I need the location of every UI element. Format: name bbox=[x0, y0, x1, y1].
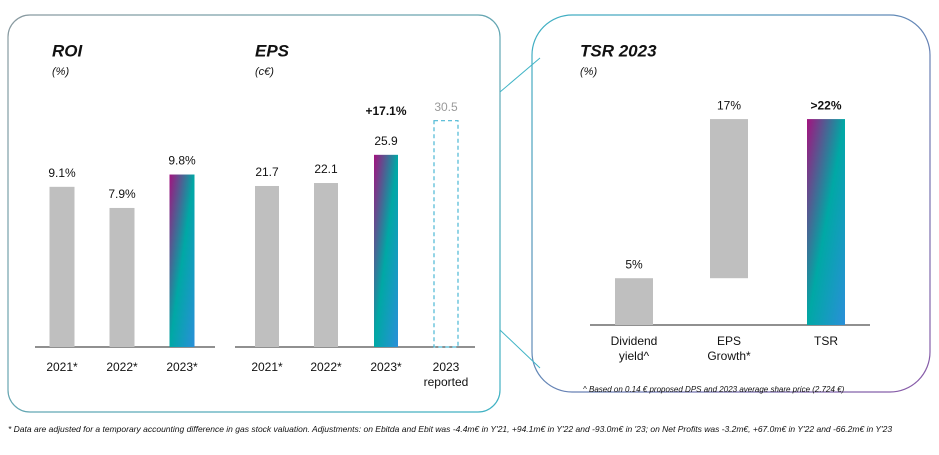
value-label: 9.8% bbox=[168, 154, 196, 168]
value-label: 7.9% bbox=[108, 187, 136, 201]
connector bbox=[499, 57, 541, 93]
panel-note: ^ Based on 0.14 € proposed DPS and 2023 … bbox=[583, 385, 845, 394]
bar bbox=[49, 186, 75, 347]
right-panel bbox=[531, 14, 931, 393]
chart-title: ROI bbox=[52, 41, 84, 60]
x-tick-label: 2022* bbox=[310, 360, 342, 374]
x-tick-label: Dividend yield^ bbox=[611, 334, 658, 363]
value-label: 25.9 bbox=[374, 134, 398, 148]
x-tick-label: 2023* bbox=[370, 360, 402, 374]
left-panel bbox=[7, 14, 501, 413]
bar bbox=[109, 207, 135, 347]
chart-title: EPS bbox=[255, 41, 290, 60]
bar bbox=[169, 174, 195, 347]
footnote: * Data are adjusted for a temporary acco… bbox=[8, 424, 893, 434]
x-tick-label: 2022* bbox=[106, 360, 138, 374]
x-tick-label: 2021* bbox=[251, 360, 283, 374]
bar bbox=[314, 183, 338, 347]
value-label: 9.1% bbox=[48, 166, 76, 180]
value-label: 5% bbox=[625, 257, 643, 271]
bar bbox=[374, 154, 398, 347]
x-tick-label: 2023 reported bbox=[424, 360, 469, 389]
annotation: +17.1% bbox=[365, 104, 406, 118]
value-label: 22.1 bbox=[314, 162, 338, 176]
chart-subtitle: (%) bbox=[580, 66, 597, 78]
value-label: 17% bbox=[717, 98, 741, 112]
chart-title: TSR 2023 bbox=[580, 41, 657, 60]
value-label: 30.5 bbox=[434, 100, 458, 114]
value-label: 21.7 bbox=[255, 165, 279, 179]
x-tick-label: 2023* bbox=[166, 360, 198, 374]
bar bbox=[710, 119, 748, 279]
bar bbox=[255, 185, 279, 347]
x-tick-label: 2021* bbox=[46, 360, 78, 374]
bar bbox=[615, 278, 653, 325]
x-tick-label: EPS Growth* bbox=[707, 334, 751, 363]
chart-subtitle: (c€) bbox=[255, 66, 274, 78]
x-tick-label: TSR bbox=[814, 334, 838, 348]
bar bbox=[433, 120, 459, 348]
value-label: >22% bbox=[810, 98, 841, 112]
connector bbox=[499, 329, 541, 369]
chart-subtitle: (%) bbox=[52, 66, 69, 78]
bar bbox=[807, 119, 845, 325]
chart-panels: ROI (%) 9.1% 2021* 7.9% 2022* 9.8% 2023* EPS (c€)… bbox=[7, 14, 931, 413]
